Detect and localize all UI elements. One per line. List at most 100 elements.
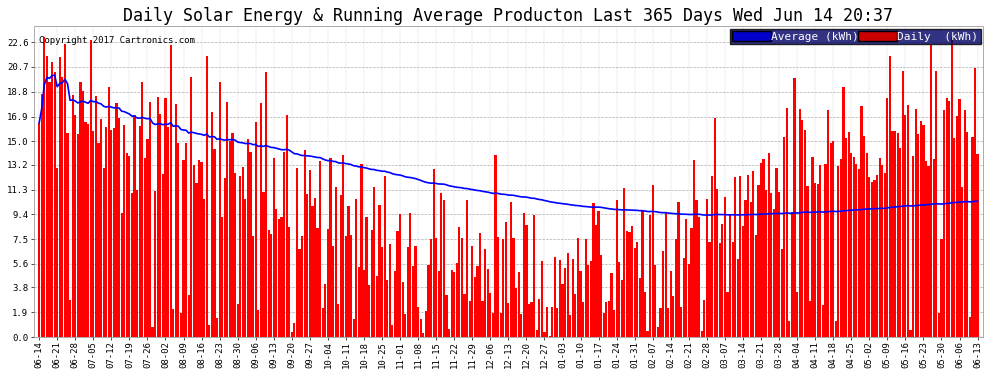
Bar bbox=[458, 227, 460, 337]
Bar bbox=[842, 87, 844, 337]
Bar bbox=[651, 185, 653, 337]
Bar bbox=[876, 175, 878, 337]
Bar bbox=[804, 130, 806, 337]
Bar bbox=[822, 305, 824, 337]
Bar bbox=[860, 106, 862, 337]
Bar bbox=[833, 141, 835, 337]
Bar bbox=[902, 70, 904, 337]
Bar bbox=[518, 272, 520, 337]
Bar bbox=[108, 87, 110, 337]
Bar bbox=[536, 330, 538, 337]
Bar bbox=[206, 56, 208, 337]
Bar bbox=[868, 177, 870, 337]
Bar bbox=[788, 321, 790, 337]
Bar bbox=[760, 163, 762, 337]
Bar bbox=[494, 154, 497, 337]
Bar bbox=[904, 116, 907, 337]
Bar bbox=[234, 173, 237, 337]
Bar bbox=[82, 91, 84, 337]
Bar bbox=[669, 272, 672, 337]
Bar bbox=[953, 138, 955, 337]
Bar bbox=[396, 231, 399, 337]
Bar bbox=[940, 239, 942, 337]
Bar bbox=[631, 226, 634, 337]
Bar bbox=[420, 319, 422, 337]
Bar bbox=[505, 222, 507, 337]
Bar bbox=[513, 238, 515, 337]
Bar bbox=[749, 202, 751, 337]
Bar bbox=[259, 103, 262, 337]
Bar bbox=[688, 264, 690, 337]
Bar bbox=[201, 162, 203, 337]
Bar bbox=[492, 313, 494, 337]
Bar bbox=[332, 246, 335, 337]
Bar bbox=[526, 225, 528, 337]
Bar bbox=[100, 119, 102, 337]
Bar bbox=[659, 308, 661, 337]
Bar bbox=[956, 116, 958, 337]
Bar bbox=[44, 37, 46, 337]
Bar bbox=[693, 160, 695, 337]
Bar bbox=[646, 331, 648, 337]
Bar bbox=[46, 56, 48, 337]
Bar bbox=[69, 300, 71, 337]
Bar bbox=[845, 138, 847, 337]
Bar bbox=[365, 217, 367, 337]
Bar bbox=[533, 215, 536, 337]
Bar bbox=[136, 190, 139, 337]
Bar bbox=[314, 198, 316, 337]
Bar bbox=[613, 310, 615, 337]
Bar bbox=[729, 215, 732, 337]
Bar bbox=[360, 164, 362, 337]
Bar bbox=[969, 317, 971, 337]
Bar bbox=[910, 330, 912, 337]
Bar bbox=[463, 294, 465, 337]
Bar bbox=[428, 265, 430, 337]
Bar bbox=[38, 123, 41, 337]
Bar bbox=[855, 164, 857, 337]
Bar bbox=[773, 209, 775, 337]
Bar bbox=[154, 191, 156, 337]
Bar bbox=[942, 110, 945, 337]
Bar bbox=[383, 176, 386, 337]
Bar bbox=[510, 202, 512, 337]
Bar bbox=[703, 300, 706, 337]
Bar bbox=[778, 192, 780, 337]
Bar bbox=[129, 156, 131, 337]
Bar bbox=[487, 269, 489, 337]
Bar bbox=[447, 328, 450, 337]
Bar bbox=[886, 98, 888, 337]
Bar bbox=[878, 158, 881, 337]
Bar bbox=[786, 108, 788, 337]
Bar bbox=[278, 219, 280, 337]
Bar bbox=[502, 239, 504, 337]
Bar bbox=[582, 302, 584, 337]
Bar bbox=[407, 248, 409, 337]
Bar bbox=[187, 295, 190, 337]
Bar bbox=[381, 247, 383, 337]
Bar bbox=[744, 200, 746, 337]
Bar bbox=[966, 132, 968, 337]
Bar bbox=[558, 260, 561, 337]
Bar bbox=[301, 236, 303, 337]
Bar bbox=[920, 121, 922, 337]
Bar bbox=[74, 115, 76, 337]
Bar bbox=[229, 141, 231, 337]
Bar bbox=[523, 213, 525, 337]
Bar bbox=[394, 270, 396, 337]
Bar bbox=[422, 333, 425, 337]
Bar bbox=[963, 110, 966, 337]
Bar bbox=[159, 114, 161, 337]
Bar bbox=[714, 117, 716, 337]
Bar bbox=[553, 258, 555, 337]
Bar bbox=[737, 258, 739, 337]
Bar bbox=[56, 168, 58, 337]
Bar bbox=[352, 320, 354, 337]
Bar bbox=[716, 189, 719, 337]
Bar bbox=[672, 296, 674, 337]
Bar bbox=[58, 57, 60, 337]
Bar bbox=[605, 302, 608, 337]
Bar bbox=[907, 105, 909, 337]
Bar bbox=[430, 239, 432, 337]
Bar bbox=[912, 156, 914, 337]
